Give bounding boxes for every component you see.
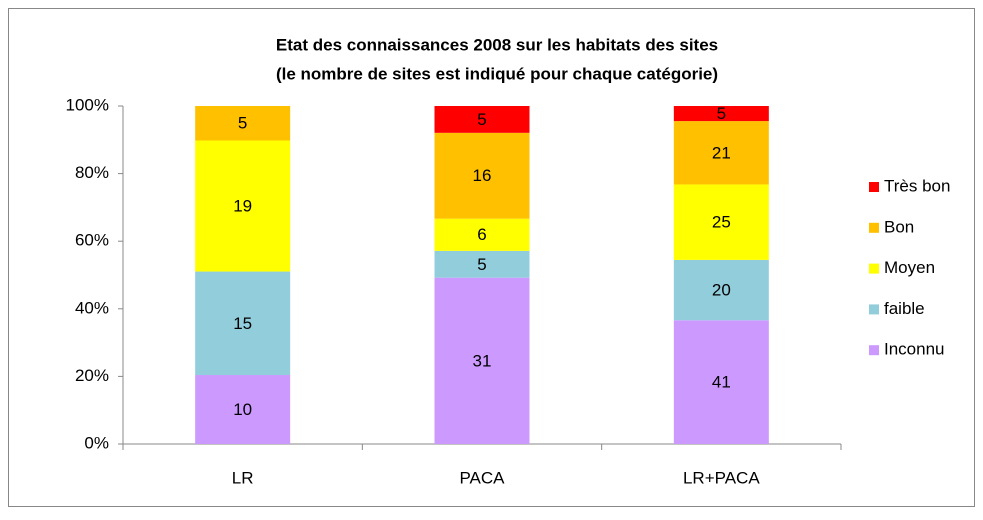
- legend-label: faible: [884, 299, 925, 318]
- bar-segment: [673, 320, 769, 444]
- data-label: 15: [233, 314, 252, 333]
- data-label: 16: [473, 166, 492, 185]
- legend-label: Inconnu: [884, 340, 945, 359]
- legend-swatch: [869, 182, 879, 192]
- data-label: 10: [233, 400, 252, 419]
- bar-segment: [195, 140, 291, 272]
- y-tick-label: 40%: [75, 298, 109, 317]
- bar-segment: [195, 375, 291, 444]
- bar-segment: [434, 106, 530, 133]
- y-tick-label: 20%: [75, 366, 109, 385]
- data-label: 20: [712, 281, 731, 300]
- chart-subtitle: (le nombre de sites est indiqué pour cha…: [276, 64, 718, 83]
- x-tick-label: PACA: [459, 468, 505, 487]
- bar-segment: [434, 218, 530, 251]
- legend-label: Très bon: [884, 176, 950, 195]
- data-label: 21: [712, 143, 731, 162]
- legend-label: Bon: [884, 217, 914, 236]
- bar-segment: [195, 106, 291, 141]
- y-tick-label: 0%: [84, 433, 109, 452]
- bar-segment: [673, 106, 769, 122]
- legend-label: Moyen: [884, 258, 935, 277]
- data-label: 5: [477, 255, 486, 274]
- data-label: 19: [233, 197, 252, 216]
- x-tick-label: LR+PACA: [683, 468, 760, 487]
- bar-segment: [434, 132, 530, 219]
- bar-segment: [673, 184, 769, 260]
- legend-swatch: [869, 222, 879, 233]
- legend-swatch: [869, 345, 879, 356]
- data-label: 31: [473, 351, 492, 370]
- bar-segment: [673, 121, 769, 185]
- legend-swatch: [869, 304, 879, 315]
- data-label: 41: [712, 373, 731, 392]
- chart-title: Etat des connaissances 2008 sur les habi…: [276, 35, 718, 54]
- x-tick-label: LR: [232, 468, 254, 487]
- data-label: 5: [717, 104, 726, 123]
- bar-segment: [434, 277, 530, 444]
- y-tick-label: 60%: [75, 231, 109, 250]
- bar-segment: [434, 250, 530, 278]
- data-label: 5: [238, 114, 247, 133]
- bar-segment: [195, 271, 291, 376]
- y-tick-label: 80%: [75, 163, 109, 182]
- bar-segment: [673, 259, 769, 321]
- y-tick-label: 100%: [66, 95, 109, 114]
- legend-swatch: [869, 263, 879, 274]
- data-label: 5: [477, 110, 486, 129]
- data-label: 25: [712, 213, 731, 232]
- data-label: 6: [477, 225, 486, 244]
